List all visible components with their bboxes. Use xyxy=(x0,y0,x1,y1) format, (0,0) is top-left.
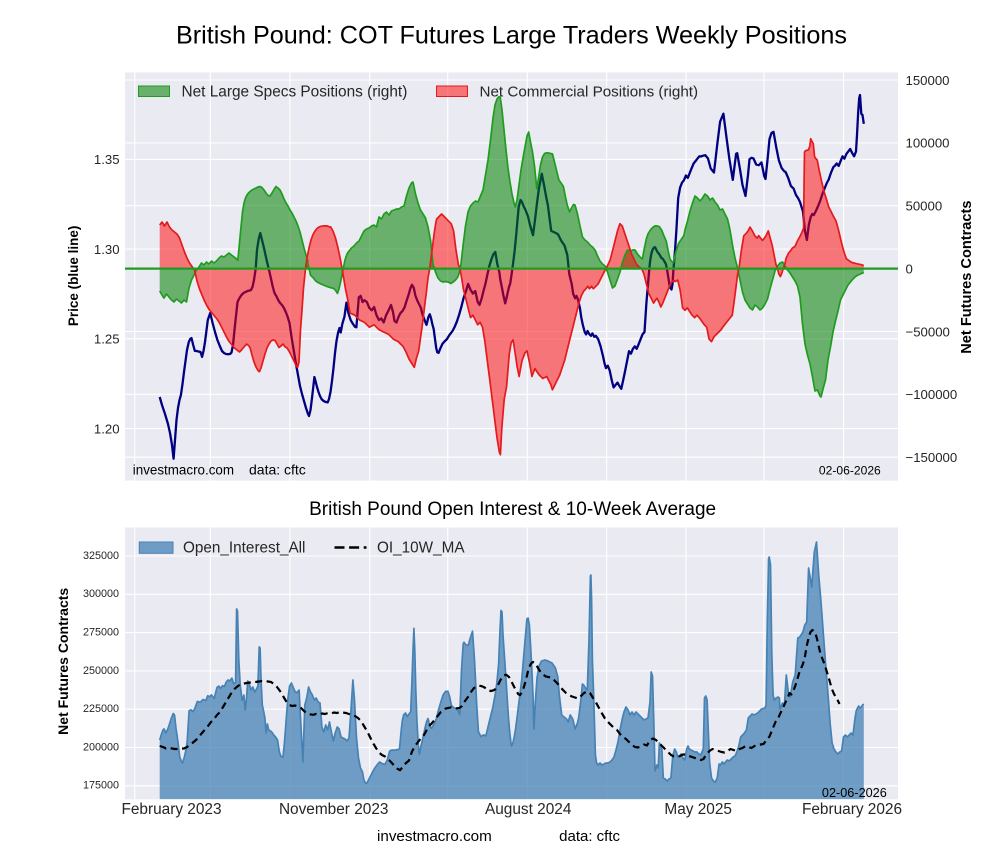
svg-text:0: 0 xyxy=(906,261,913,276)
svg-text:OI_10W_MA: OI_10W_MA xyxy=(377,539,465,556)
svg-text:February 2023: February 2023 xyxy=(121,801,221,818)
svg-text:175000: 175000 xyxy=(83,780,119,792)
svg-text:200000: 200000 xyxy=(83,741,119,753)
svg-text:50000: 50000 xyxy=(906,199,943,214)
svg-text:May 2025: May 2025 xyxy=(664,801,732,818)
svg-text:−100000: −100000 xyxy=(906,387,958,402)
svg-text:225000: 225000 xyxy=(83,703,119,715)
svg-text:Net Commercial Positions (righ: Net Commercial Positions (right) xyxy=(480,84,699,101)
svg-text:November 2023: November 2023 xyxy=(279,801,389,818)
svg-text:100000: 100000 xyxy=(906,136,950,151)
svg-text:August 2024: August 2024 xyxy=(485,801,572,818)
svg-text:250000: 250000 xyxy=(83,665,119,677)
svg-text:Open_Interest_All: Open_Interest_All xyxy=(183,539,305,556)
svg-text:British Pound Open Interest &: British Pound Open Interest & 10-Week Av… xyxy=(309,499,716,520)
svg-text:−50000: −50000 xyxy=(906,324,950,339)
svg-text:data: cftc: data: cftc xyxy=(559,828,620,845)
svg-text:1.20: 1.20 xyxy=(94,421,120,436)
svg-text:02-06-2026: 02-06-2026 xyxy=(819,463,881,477)
svg-text:1.30: 1.30 xyxy=(94,242,120,257)
svg-text:275000: 275000 xyxy=(83,627,119,639)
svg-text:Net Futures Contracts: Net Futures Contracts xyxy=(55,588,71,735)
svg-text:investmacro.com: investmacro.com xyxy=(133,462,234,477)
svg-text:British Pound: COT Futures Lar: British Pound: COT Futures Large Traders… xyxy=(176,21,847,49)
svg-text:Net Futures Contracts: Net Futures Contracts xyxy=(959,200,975,353)
svg-text:325000: 325000 xyxy=(83,550,119,562)
svg-text:02-06-2026: 02-06-2026 xyxy=(822,786,887,800)
svg-text:300000: 300000 xyxy=(83,588,119,600)
svg-text:Price (blue line): Price (blue line) xyxy=(66,226,81,327)
svg-text:−150000: −150000 xyxy=(906,450,958,465)
svg-text:Net Large Specs Positions (rig: Net Large Specs Positions (right) xyxy=(182,84,408,101)
svg-text:investmacro.com: investmacro.com xyxy=(377,828,492,845)
svg-text:data: cftc: data: cftc xyxy=(249,461,306,477)
svg-text:February 2026: February 2026 xyxy=(802,801,902,818)
svg-text:150000: 150000 xyxy=(906,73,950,88)
svg-text:1.25: 1.25 xyxy=(94,332,120,347)
svg-text:1.35: 1.35 xyxy=(94,152,120,167)
